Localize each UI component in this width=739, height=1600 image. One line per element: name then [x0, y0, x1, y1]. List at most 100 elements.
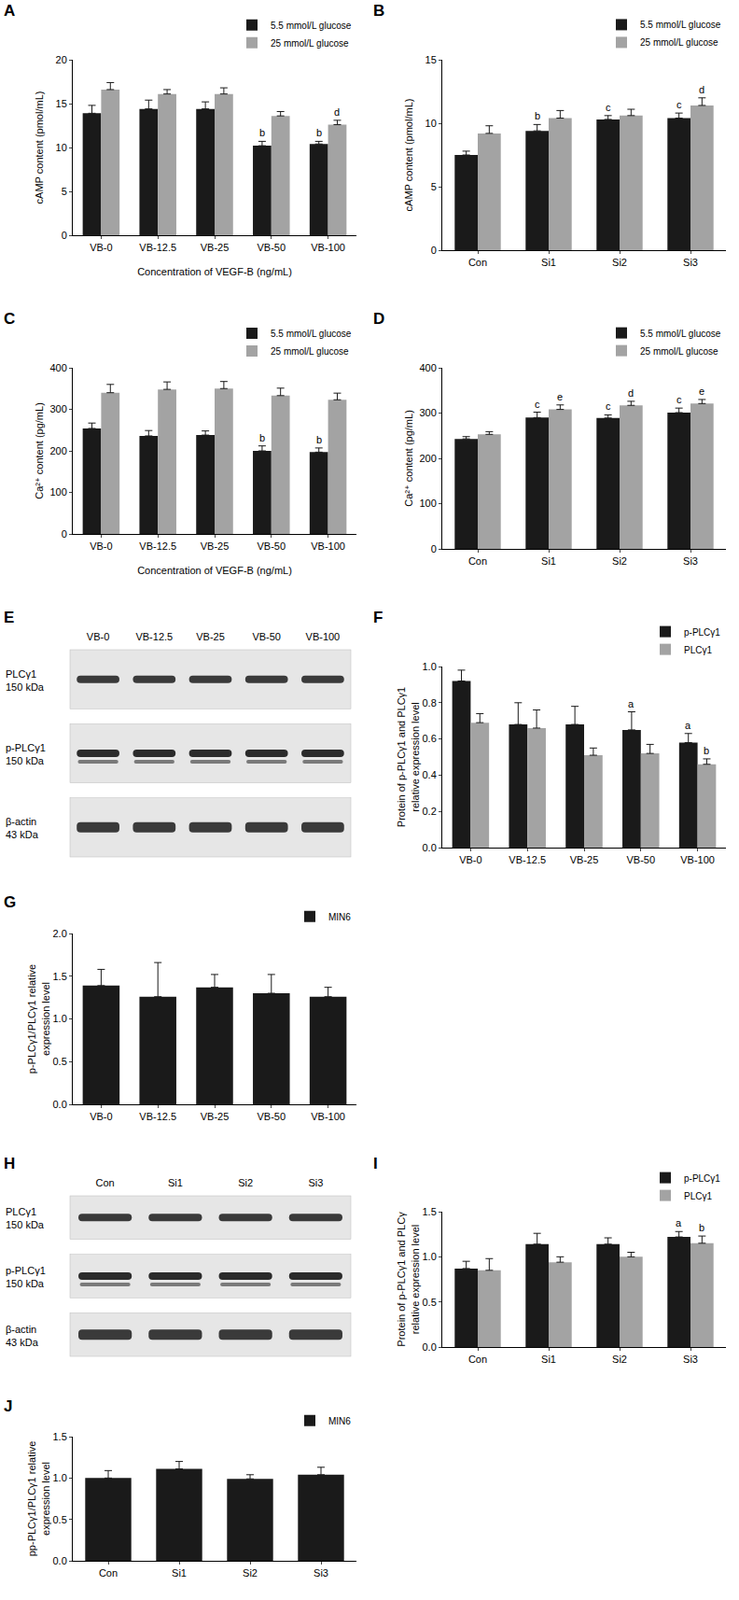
- svg-text:p-PLCγ1: p-PLCγ1: [5, 741, 46, 753]
- svg-text:VB-12.5: VB-12.5: [135, 630, 173, 642]
- svg-text:Ca²⁺ content (pg/mL): Ca²⁺ content (pg/mL): [403, 409, 415, 507]
- svg-text:0.5: 0.5: [53, 1055, 68, 1067]
- svg-text:25 mmol/L glucose: 25 mmol/L glucose: [270, 346, 349, 357]
- svg-text:5.5 mmol/L glucose: 5.5 mmol/L glucose: [640, 19, 722, 30]
- svg-text:0: 0: [431, 244, 437, 256]
- svg-text:Si2: Si2: [612, 256, 628, 268]
- svg-text:150 kDa: 150 kDa: [5, 1218, 45, 1230]
- svg-text:b: b: [316, 126, 322, 139]
- svg-text:VB-100: VB-100: [306, 630, 341, 642]
- svg-text:PLCγ1: PLCγ1: [683, 1190, 712, 1201]
- svg-text:VB-12.5: VB-12.5: [139, 540, 177, 552]
- svg-text:Si2: Si2: [612, 1352, 628, 1365]
- svg-text:Si1: Si1: [541, 1352, 557, 1365]
- svg-text:MIN6: MIN6: [328, 1415, 351, 1426]
- svg-text:Si3: Si3: [307, 1176, 323, 1188]
- svg-text:e: e: [557, 390, 563, 403]
- svg-text:1.5: 1.5: [53, 970, 68, 982]
- svg-text:0.0: 0.0: [53, 1554, 68, 1566]
- svg-text:0.5: 0.5: [422, 1296, 437, 1308]
- svg-text:PLCγ1: PLCγ1: [5, 1205, 37, 1217]
- svg-text:β-actin: β-actin: [5, 1323, 37, 1335]
- svg-text:Si1: Si1: [541, 256, 557, 268]
- svg-text:PLCγ1: PLCγ1: [5, 668, 37, 680]
- svg-text:VB-25: VB-25: [200, 1110, 230, 1122]
- svg-text:MIN6: MIN6: [328, 911, 351, 922]
- svg-text:e: e: [698, 385, 705, 397]
- svg-text:VB-12.5: VB-12.5: [139, 241, 177, 253]
- svg-text:0.8: 0.8: [422, 697, 437, 709]
- svg-text:1.0: 1.0: [422, 660, 437, 672]
- svg-text:VB-0: VB-0: [89, 1110, 112, 1122]
- svg-text:20: 20: [55, 54, 68, 66]
- svg-text:1.5: 1.5: [422, 1205, 437, 1217]
- svg-text:b: b: [698, 1221, 705, 1233]
- svg-text:Concentration of VEGF-B (ng/mL: Concentration of VEGF-B (ng/mL): [137, 564, 293, 576]
- svg-text:a: a: [675, 1216, 683, 1228]
- svg-text:300: 300: [418, 406, 436, 419]
- svg-text:cAMP content (pmol/mL): cAMP content (pmol/mL): [33, 91, 45, 205]
- svg-text:150 kDa: 150 kDa: [5, 1277, 45, 1289]
- svg-text:VB-100: VB-100: [310, 1110, 346, 1122]
- svg-text:Si1: Si1: [541, 555, 557, 567]
- svg-text:1.5: 1.5: [53, 1430, 68, 1442]
- svg-text:VB-50: VB-50: [251, 630, 281, 642]
- svg-text:cAMP content (pmol/mL): cAMP content (pmol/mL): [403, 98, 415, 212]
- svg-text:b: b: [259, 126, 265, 139]
- svg-text:25 mmol/L glucose: 25 mmol/L glucose: [640, 346, 719, 357]
- svg-text:5: 5: [431, 181, 437, 193]
- svg-text:25 mmol/L glucose: 25 mmol/L glucose: [270, 38, 349, 49]
- svg-text:VB-25: VB-25: [200, 540, 230, 552]
- svg-text:VB-0: VB-0: [459, 853, 482, 865]
- svg-text:10: 10: [425, 117, 437, 129]
- svg-text:Con: Con: [96, 1176, 115, 1188]
- svg-text:VB-100: VB-100: [680, 853, 715, 865]
- svg-text:Si3: Si3: [683, 256, 698, 268]
- svg-text:pp-PLCγ1/PLCγ1 relativeexpress: pp-PLCγ1/PLCγ1 relativeexpression level: [26, 1440, 51, 1557]
- svg-text:b: b: [259, 432, 265, 444]
- svg-text:43 kDa: 43 kDa: [5, 1336, 40, 1348]
- svg-text:0.4: 0.4: [422, 768, 437, 781]
- svg-text:0.0: 0.0: [53, 1098, 68, 1110]
- svg-text:5.5 mmol/L glucose: 5.5 mmol/L glucose: [270, 328, 352, 339]
- svg-text:15: 15: [425, 54, 437, 66]
- svg-text:Con: Con: [468, 555, 488, 567]
- svg-text:VB-50: VB-50: [257, 540, 287, 552]
- svg-text:d: d: [334, 106, 340, 118]
- svg-text:d: d: [627, 387, 634, 399]
- svg-text:Con: Con: [468, 1352, 488, 1365]
- svg-text:1.0: 1.0: [422, 1250, 437, 1262]
- svg-text:VB-25: VB-25: [195, 630, 225, 642]
- svg-text:VB-12.5: VB-12.5: [508, 853, 546, 865]
- svg-text:Si3: Si3: [683, 555, 698, 567]
- svg-text:p-PLCγ1: p-PLCγ1: [683, 627, 721, 638]
- svg-text:c: c: [534, 398, 541, 410]
- svg-text:0: 0: [431, 543, 437, 555]
- svg-text:200: 200: [49, 445, 67, 457]
- svg-text:1.0: 1.0: [53, 1012, 68, 1024]
- svg-text:300: 300: [49, 403, 67, 415]
- svg-text:Protein of p-PLCγ1 and PLCγrel: Protein of p-PLCγ1 and PLCγrelative expr…: [395, 1211, 420, 1347]
- svg-text:b: b: [316, 433, 322, 446]
- svg-text:VB-0: VB-0: [89, 540, 112, 552]
- svg-text:PLCγ1: PLCγ1: [683, 644, 712, 656]
- svg-text:Si2: Si2: [237, 1176, 253, 1188]
- svg-text:Con: Con: [98, 1566, 118, 1578]
- svg-text:5: 5: [61, 185, 68, 197]
- svg-text:c: c: [605, 400, 612, 412]
- svg-text:VB-25: VB-25: [570, 853, 600, 865]
- svg-text:c: c: [605, 101, 612, 113]
- svg-text:100: 100: [49, 486, 67, 498]
- svg-text:100: 100: [418, 497, 436, 509]
- svg-text:0.0: 0.0: [422, 841, 437, 853]
- svg-text:c: c: [676, 98, 683, 111]
- svg-text:10: 10: [55, 141, 68, 154]
- svg-text:150 kDa: 150 kDa: [5, 681, 45, 693]
- svg-text:5.5 mmol/L glucose: 5.5 mmol/L glucose: [640, 328, 722, 339]
- svg-text:1.0: 1.0: [53, 1471, 68, 1483]
- svg-text:Si1: Si1: [167, 1176, 183, 1188]
- svg-text:5.5 mmol/L glucose: 5.5 mmol/L glucose: [270, 20, 352, 31]
- svg-text:0.0: 0.0: [422, 1340, 437, 1353]
- svg-text:p-PLCγ1/PLCγ1 relativeexpressi: p-PLCγ1/PLCγ1 relativeexpression level: [26, 963, 51, 1074]
- svg-text:a: a: [627, 697, 635, 710]
